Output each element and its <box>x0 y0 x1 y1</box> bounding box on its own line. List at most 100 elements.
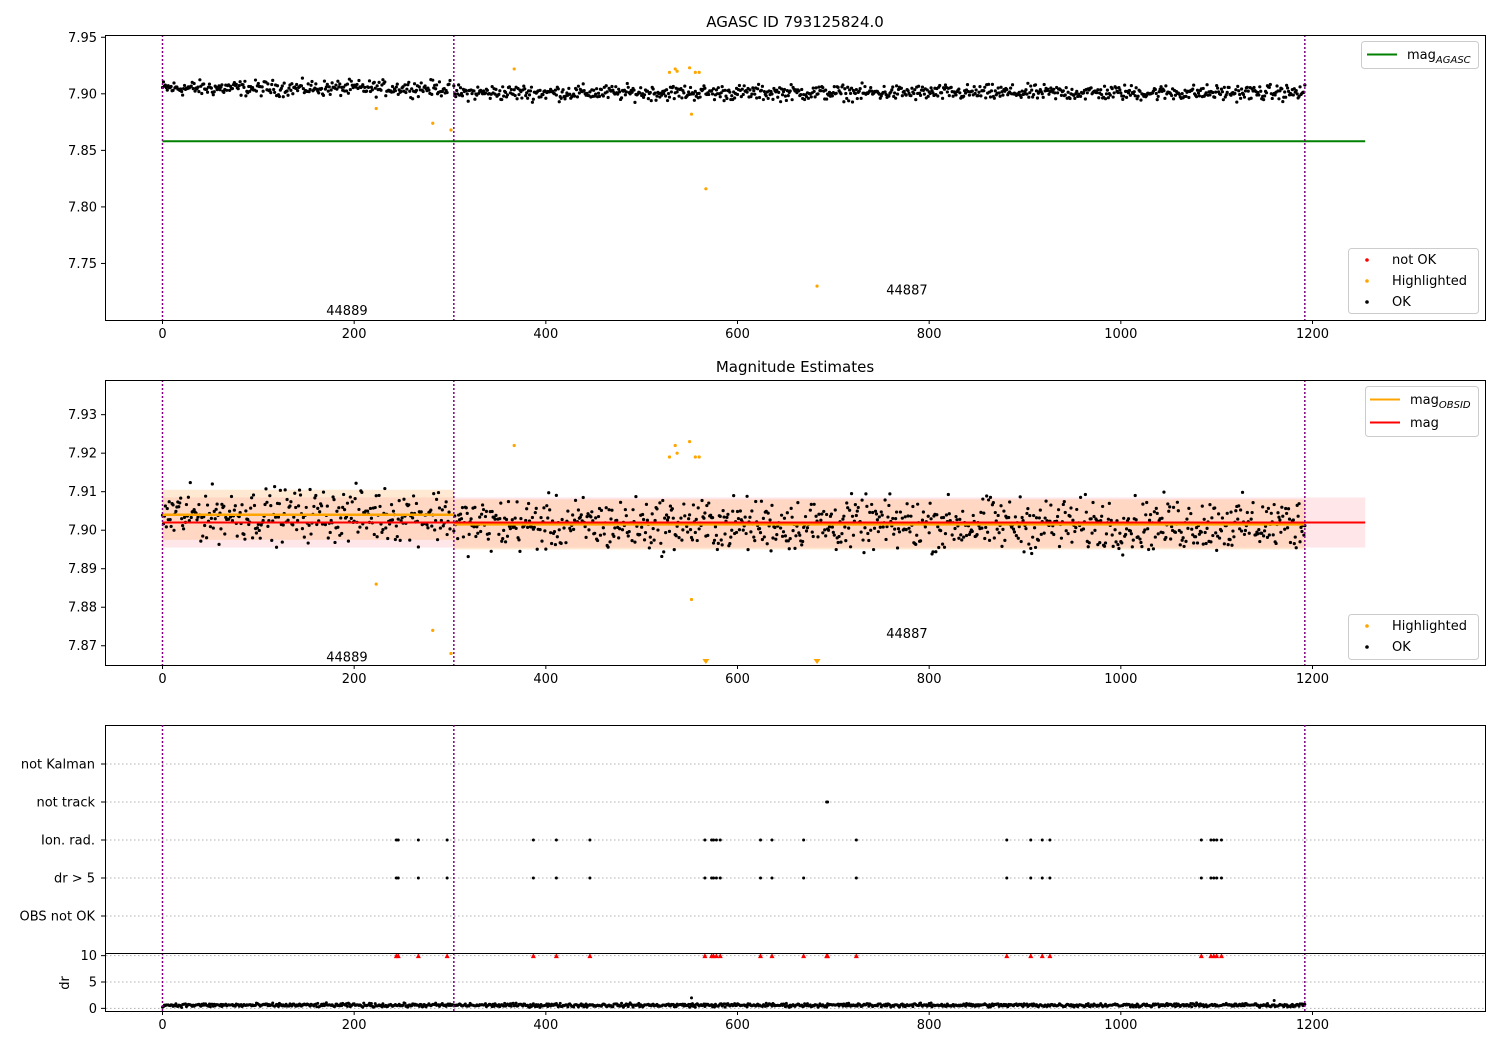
highlighted-point <box>687 66 692 70</box>
dr-point <box>1134 1005 1138 1009</box>
flag-point <box>759 838 762 842</box>
ok-point <box>321 93 326 97</box>
ok-point <box>187 519 191 523</box>
ok-point <box>786 94 790 98</box>
ok-point <box>1120 541 1124 545</box>
ok-point <box>870 502 874 507</box>
ok-point <box>1224 93 1228 97</box>
ok-point <box>514 526 518 530</box>
ok-point <box>1111 95 1115 99</box>
ok-point <box>756 87 760 91</box>
ok-point <box>325 82 329 86</box>
ok-point <box>357 507 361 512</box>
ok-point <box>350 500 354 504</box>
not-ok-legend-marker <box>1365 258 1369 262</box>
ok-point <box>813 95 817 99</box>
ok-point <box>829 512 834 516</box>
ok-point <box>965 83 970 87</box>
ok-point <box>345 82 350 86</box>
ok-point <box>720 85 724 89</box>
ok-point <box>583 524 587 529</box>
ok-point <box>1256 90 1260 95</box>
ok-point <box>572 94 577 98</box>
ok-point <box>1049 503 1053 507</box>
ok-point <box>484 509 489 513</box>
dr-point <box>316 1001 320 1005</box>
flag-point <box>416 876 420 880</box>
ok-point <box>567 86 571 90</box>
ok-point <box>760 537 765 542</box>
ok-point <box>809 502 813 506</box>
flag-point <box>802 876 806 880</box>
ok-point <box>1193 535 1198 539</box>
ok-point <box>395 82 399 86</box>
ok-point <box>1093 528 1097 533</box>
ok-point <box>692 98 696 102</box>
ok-point <box>244 509 248 513</box>
ok-point <box>1062 500 1066 504</box>
ok-point <box>777 90 781 94</box>
x-tick-label: 600 <box>725 672 750 687</box>
ok-point <box>222 90 226 95</box>
ok-point <box>1134 86 1138 90</box>
ok-point <box>1113 528 1117 532</box>
ok-point <box>584 535 588 539</box>
ok-point <box>454 95 458 99</box>
ok-point <box>1278 89 1282 93</box>
ok-point <box>595 538 600 543</box>
ok-point <box>341 505 345 509</box>
flag-point <box>396 838 400 842</box>
ok-legend-label: OK <box>1392 295 1411 310</box>
ok-point <box>405 87 409 91</box>
dr-clipped-marker <box>444 953 450 959</box>
ok-point <box>1241 92 1246 97</box>
dr-clipped-marker <box>801 953 807 959</box>
ok-point <box>696 506 700 510</box>
magnitude-estimates-frame <box>105 380 1486 666</box>
ok-point <box>192 81 196 86</box>
ok-point <box>735 509 740 514</box>
ok-point <box>323 523 328 527</box>
ok-point <box>1126 517 1131 521</box>
ok-point <box>876 530 880 534</box>
ok-point <box>1236 84 1240 88</box>
ok-point <box>1039 532 1043 536</box>
ok-point <box>883 498 887 502</box>
ok-point <box>821 531 825 535</box>
x-tick-label: 400 <box>533 672 558 687</box>
ok-point <box>452 84 456 88</box>
ok-point <box>1138 89 1142 93</box>
ok-point <box>197 89 201 94</box>
ok-point <box>340 531 344 536</box>
dr-clipped-marker <box>702 953 708 959</box>
ok-point <box>942 545 947 549</box>
ok-point <box>314 493 318 498</box>
mag-obsid-legend-label: mag <box>1410 393 1439 408</box>
ok-point <box>1217 536 1222 540</box>
ok-point <box>804 529 809 533</box>
ok-point <box>826 528 831 532</box>
ok-point <box>1098 541 1102 545</box>
agasc-upper-legend: magAGASC <box>1361 41 1479 69</box>
ok-point <box>239 93 243 97</box>
ok-point <box>287 86 291 90</box>
y-tick-label: 7.80 <box>68 200 97 215</box>
ok-point <box>764 94 768 98</box>
ok-point <box>393 89 397 93</box>
ok-point <box>242 85 246 90</box>
ok-point <box>679 516 683 520</box>
ok-point <box>770 92 774 96</box>
ok-point <box>554 493 558 497</box>
ok-point <box>868 510 872 515</box>
ok-point <box>212 509 216 513</box>
ok-point <box>1256 532 1260 536</box>
ok-point <box>546 516 550 520</box>
ok-point <box>613 526 617 530</box>
ok-point <box>455 88 459 93</box>
ok-point <box>936 525 940 529</box>
flag-point <box>396 876 400 880</box>
ok-point <box>1116 542 1120 547</box>
flag-point <box>1005 838 1009 842</box>
ok-point <box>871 510 875 515</box>
